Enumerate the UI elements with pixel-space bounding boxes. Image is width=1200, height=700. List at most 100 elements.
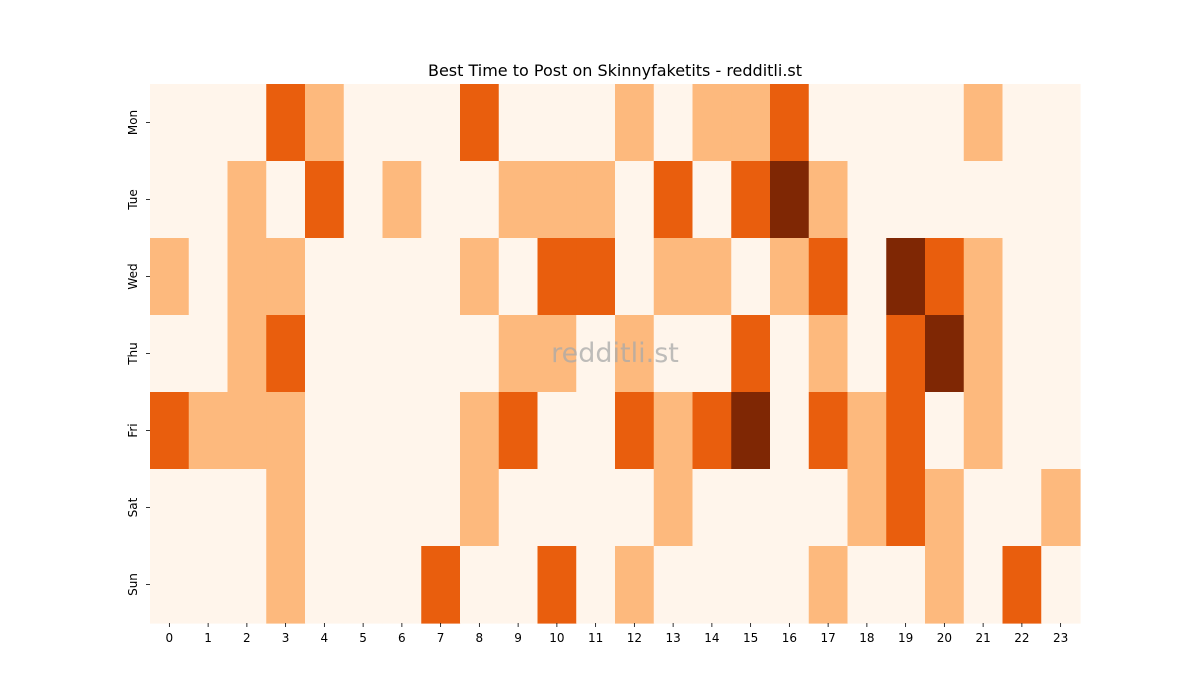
heatmap-cell-thu-15 bbox=[731, 315, 771, 393]
heatmap-cell-sat-6 bbox=[382, 469, 422, 547]
x-tick-label: 1 bbox=[204, 631, 212, 645]
heatmap-cell-fri-23 bbox=[1041, 392, 1081, 470]
heatmap-cell-thu-16 bbox=[770, 315, 810, 393]
heatmap-cell-sat-23 bbox=[1041, 469, 1081, 547]
heatmap-cell-wed-10 bbox=[537, 238, 577, 316]
heatmap-cell-tue-10 bbox=[537, 161, 577, 239]
heatmap-cell-sat-19 bbox=[886, 469, 926, 547]
heatmap-cell-fri-21 bbox=[963, 392, 1004, 470]
heatmap-cell-tue-2 bbox=[227, 161, 267, 239]
heatmap-cell-sun-10 bbox=[537, 546, 577, 624]
heatmap-cell-tue-20 bbox=[925, 161, 965, 239]
heatmap-cell-sun-16 bbox=[770, 546, 810, 624]
y-tick-label: Sat bbox=[126, 497, 140, 517]
heatmap-cell-fri-13 bbox=[653, 392, 694, 470]
heatmap-cell-mon-18 bbox=[847, 84, 887, 162]
heatmap-cell-sun-5 bbox=[343, 546, 384, 624]
heatmap-cell-mon-5 bbox=[343, 84, 384, 162]
x-tick-label: 9 bbox=[514, 631, 522, 645]
heatmap-cell-mon-21 bbox=[963, 84, 1004, 162]
heatmap-cell-tue-0 bbox=[150, 161, 190, 239]
heatmap-cell-wed-21 bbox=[963, 238, 1004, 316]
heatmap-cell-wed-23 bbox=[1041, 238, 1081, 316]
heatmap-cell-mon-19 bbox=[886, 84, 926, 162]
heatmap-cell-thu-20 bbox=[925, 315, 965, 393]
x-tick-label: 4 bbox=[321, 631, 329, 645]
heatmap-cell-tue-19 bbox=[886, 161, 926, 239]
heatmap-cell-mon-2 bbox=[227, 84, 267, 162]
heatmap-cell-wed-2 bbox=[227, 238, 267, 316]
heatmap-cell-fri-0 bbox=[150, 392, 190, 470]
heatmap-cell-mon-17 bbox=[808, 84, 849, 162]
heatmap-cell-fri-11 bbox=[576, 392, 616, 470]
heatmap-cell-tue-14 bbox=[692, 161, 732, 239]
heatmap-cell-thu-12 bbox=[615, 315, 655, 393]
heatmap-cell-fri-14 bbox=[692, 392, 732, 470]
chart-title: Best Time to Post on Skinnyfaketits - re… bbox=[428, 61, 802, 80]
heatmap-cell-thu-17 bbox=[808, 315, 849, 393]
heatmap-cell-thu-13 bbox=[653, 315, 694, 393]
heatmap-cell-sat-16 bbox=[770, 469, 810, 547]
heatmap-cell-sat-20 bbox=[925, 469, 965, 547]
heatmap-cell-wed-7 bbox=[421, 238, 461, 316]
heatmap-cell-sat-11 bbox=[576, 469, 616, 547]
heatmap-cell-tue-16 bbox=[770, 161, 810, 239]
heatmap-cell-sat-15 bbox=[731, 469, 771, 547]
heatmap-cell-thu-10 bbox=[537, 315, 577, 393]
heatmap-cell-thu-19 bbox=[886, 315, 926, 393]
heatmap-cell-tue-18 bbox=[847, 161, 887, 239]
y-tick-label: Tue bbox=[126, 189, 140, 211]
heatmap-cell-thu-18 bbox=[847, 315, 887, 393]
heatmap-cell-fri-19 bbox=[886, 392, 926, 470]
heatmap-cell-sun-11 bbox=[576, 546, 616, 624]
x-tick-label: 0 bbox=[166, 631, 174, 645]
heatmap-cell-thu-4 bbox=[305, 315, 345, 393]
heatmap-cell-wed-3 bbox=[266, 238, 306, 316]
heatmap-cell-sat-14 bbox=[692, 469, 732, 547]
heatmap-cell-wed-0 bbox=[150, 238, 190, 316]
heatmap-cell-fri-15 bbox=[731, 392, 771, 470]
heatmap-cell-thu-5 bbox=[343, 315, 384, 393]
heatmap-cell-wed-17 bbox=[808, 238, 849, 316]
x-tick-label: 14 bbox=[704, 631, 719, 645]
heatmap-cell-tue-7 bbox=[421, 161, 461, 239]
heatmap-cell-fri-6 bbox=[382, 392, 422, 470]
heatmap-cell-thu-0 bbox=[150, 315, 190, 393]
heatmap-cell-tue-23 bbox=[1041, 161, 1081, 239]
heatmap-cell-fri-16 bbox=[770, 392, 810, 470]
heatmap-cell-sun-7 bbox=[421, 546, 461, 624]
heatmap-cell-fri-7 bbox=[421, 392, 461, 470]
heatmap-cell-fri-10 bbox=[537, 392, 577, 470]
heatmap-cell-sat-9 bbox=[498, 469, 539, 547]
heatmap-cell-mon-6 bbox=[382, 84, 422, 162]
heatmap-cell-wed-11 bbox=[576, 238, 616, 316]
heatmap-cell-sun-3 bbox=[266, 546, 306, 624]
heatmap-cell-sun-2 bbox=[227, 546, 267, 624]
heatmap-cell-mon-20 bbox=[925, 84, 965, 162]
heatmap-cell-fri-17 bbox=[808, 392, 849, 470]
heatmap-cell-tue-5 bbox=[343, 161, 384, 239]
heatmap-cell-wed-5 bbox=[343, 238, 384, 316]
heatmap-cell-thu-2 bbox=[227, 315, 267, 393]
heatmap-cell-thu-6 bbox=[382, 315, 422, 393]
heatmap-cell-sat-5 bbox=[343, 469, 384, 547]
heatmap-cells bbox=[150, 84, 1081, 624]
heatmap-cell-wed-20 bbox=[925, 238, 965, 316]
heatmap-cell-fri-22 bbox=[1002, 392, 1042, 470]
heatmap-cell-wed-14 bbox=[692, 238, 732, 316]
heatmap-cell-sun-23 bbox=[1041, 546, 1081, 624]
heatmap-cell-sat-12 bbox=[615, 469, 655, 547]
heatmap-cell-wed-22 bbox=[1002, 238, 1042, 316]
heatmap-cell-sun-22 bbox=[1002, 546, 1042, 624]
heatmap-cell-fri-3 bbox=[266, 392, 306, 470]
heatmap-cell-sun-14 bbox=[692, 546, 732, 624]
heatmap-cell-tue-3 bbox=[266, 161, 306, 239]
heatmap-cell-sat-10 bbox=[537, 469, 577, 547]
y-tick-label: Mon bbox=[126, 110, 140, 135]
heatmap-cell-wed-6 bbox=[382, 238, 422, 316]
heatmap-cell-fri-2 bbox=[227, 392, 267, 470]
x-tick-label: 22 bbox=[1014, 631, 1029, 645]
heatmap-cell-thu-1 bbox=[188, 315, 229, 393]
heatmap-cell-mon-11 bbox=[576, 84, 616, 162]
heatmap-cell-sat-2 bbox=[227, 469, 267, 547]
